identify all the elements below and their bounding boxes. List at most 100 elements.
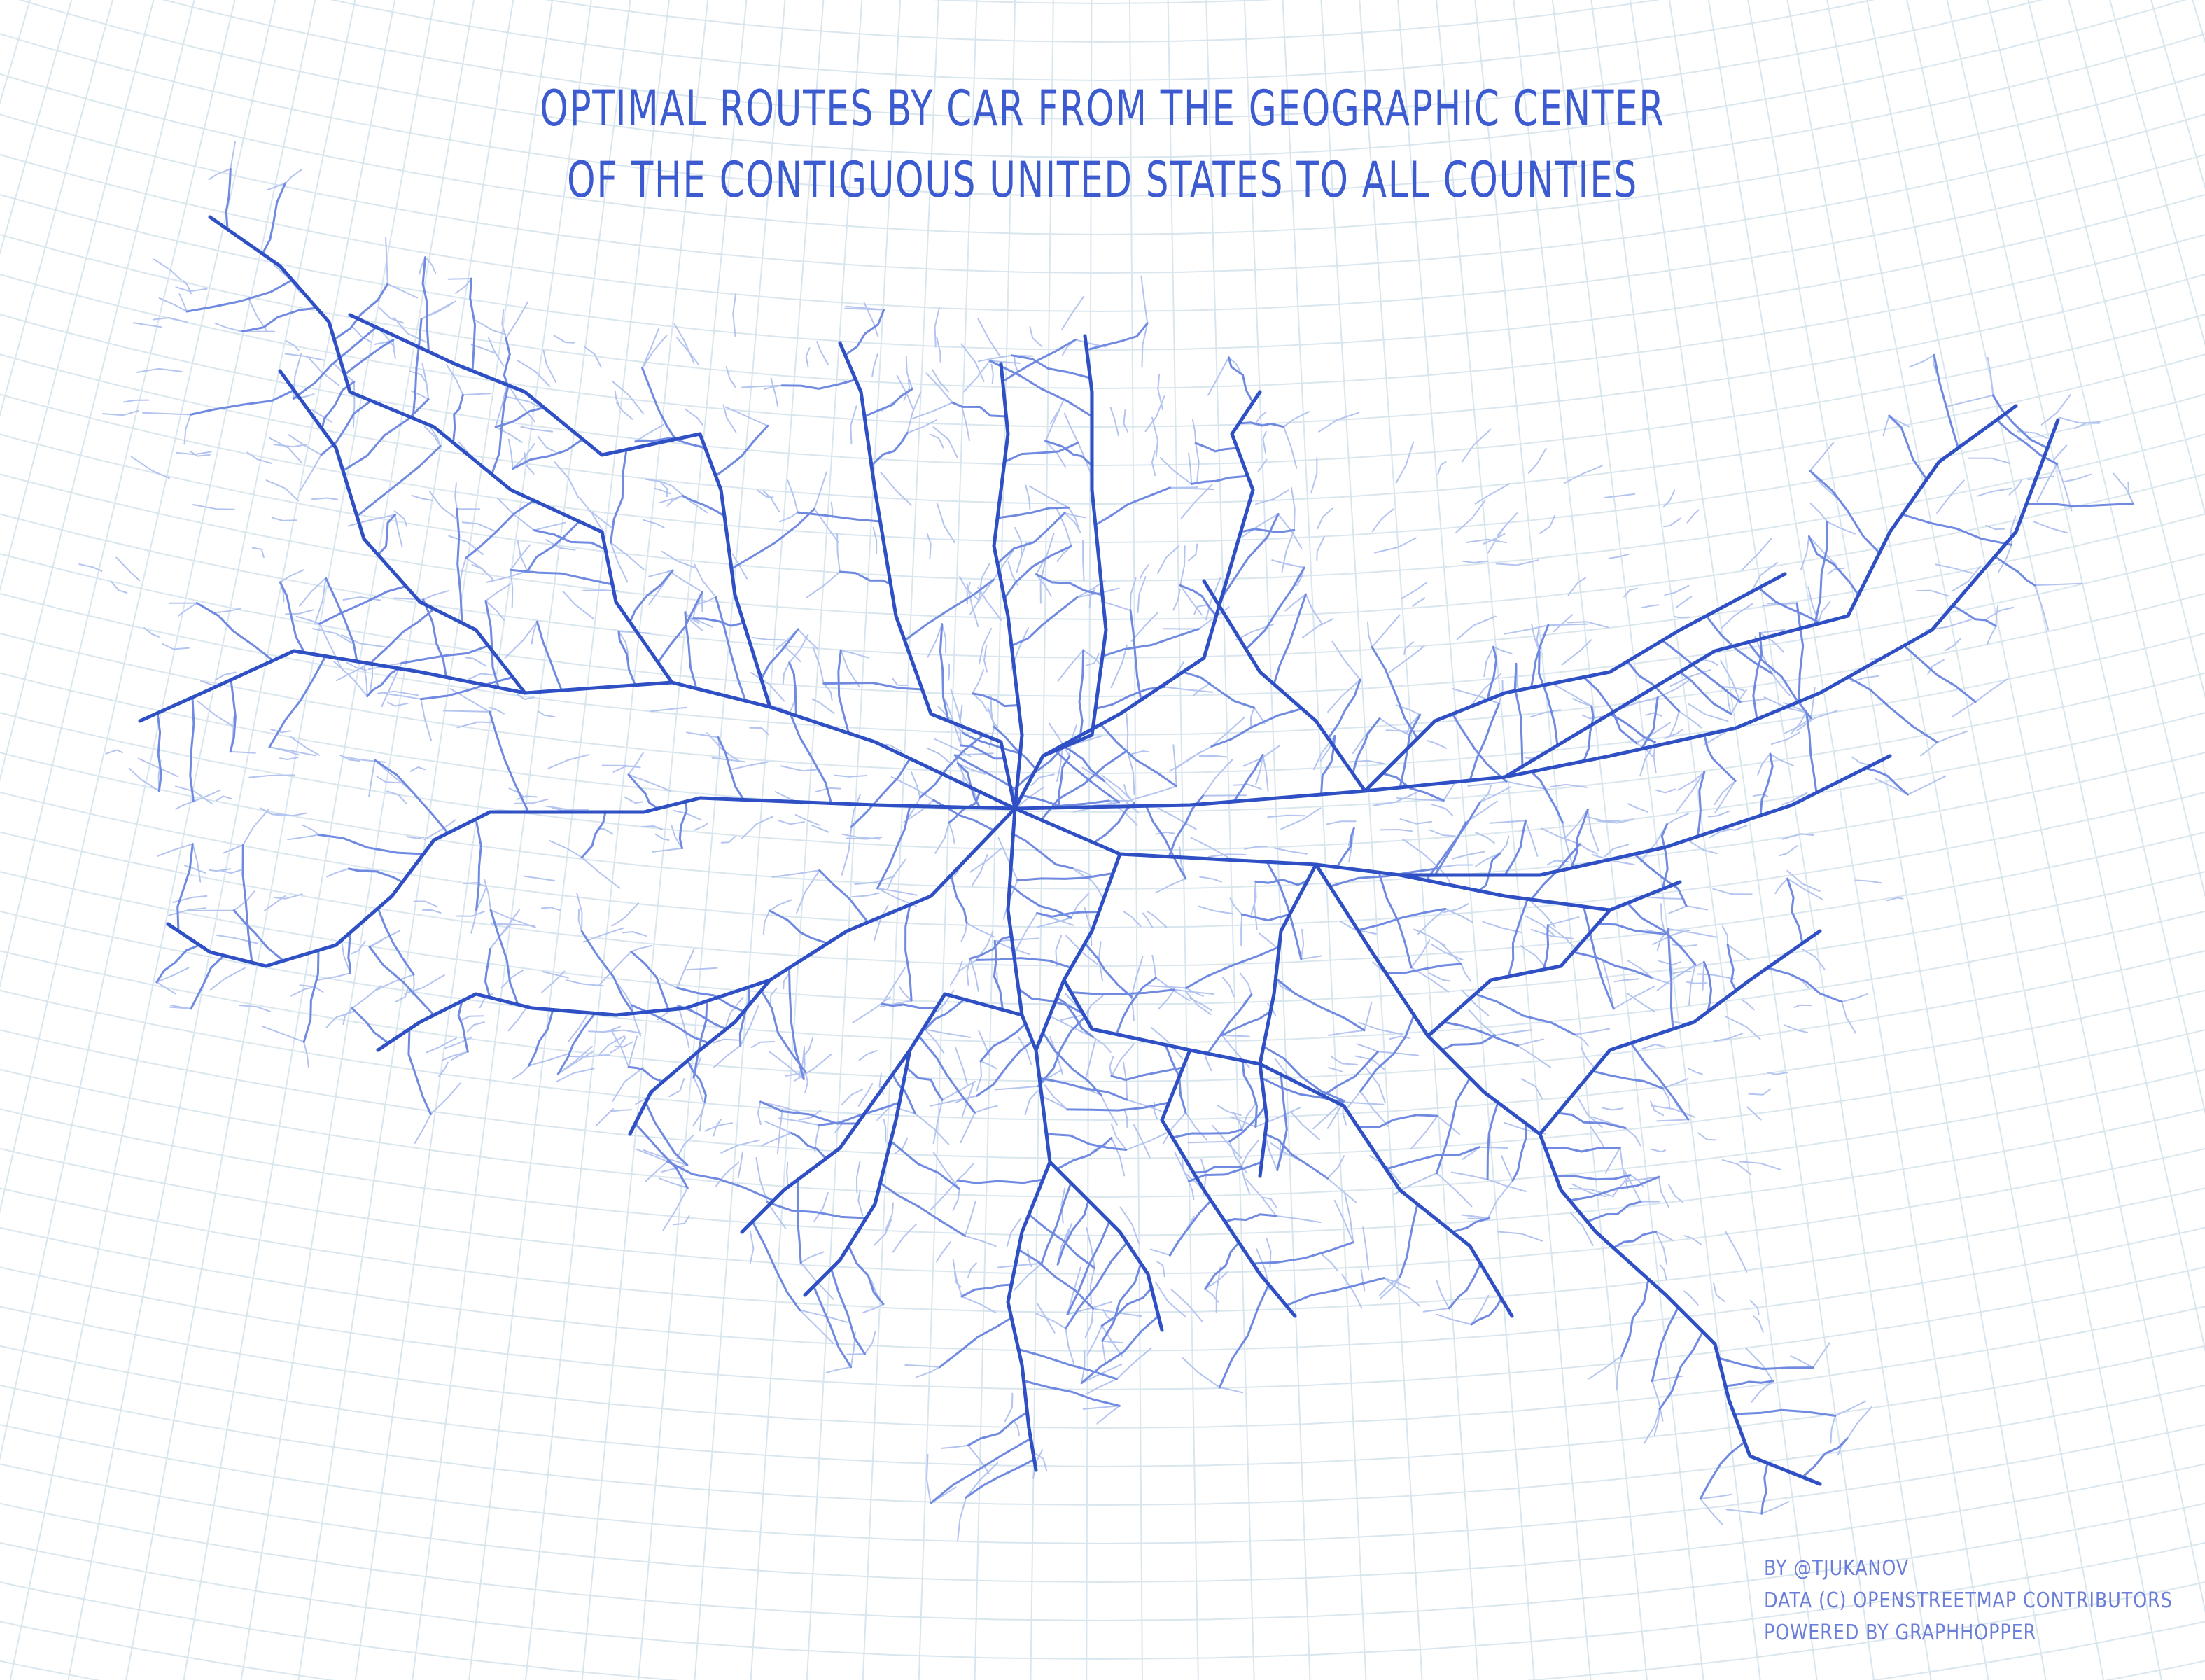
- route-branch: [1544, 1146, 1621, 1153]
- route-twig: [1291, 486, 1296, 531]
- route-twig: [1359, 1090, 1390, 1127]
- route-twig: [800, 1261, 834, 1300]
- route-branch: [1786, 877, 1804, 944]
- route-branch: [1023, 1380, 1121, 1407]
- route-twig: [1752, 793, 1769, 798]
- route-twig: [798, 1046, 805, 1077]
- route-branch: [1486, 1101, 1499, 1181]
- route-branch: [676, 986, 745, 1013]
- route-twig: [1318, 412, 1360, 433]
- route-twig: [1410, 1115, 1438, 1149]
- route-twig: [1479, 785, 1492, 803]
- route-twig: [969, 958, 979, 992]
- route-branch: [610, 449, 628, 544]
- route-branch: [510, 568, 614, 586]
- route-twig: [1182, 1357, 1221, 1388]
- route-twig: [471, 564, 486, 573]
- route-twig: [1326, 820, 1357, 825]
- route-branch: [960, 1283, 1013, 1298]
- route-twig: [1180, 584, 1203, 616]
- route-twig: [1163, 686, 1214, 693]
- route-twig: [957, 1163, 974, 1182]
- route-twig: [1527, 447, 1547, 474]
- route-twig: [699, 1101, 706, 1132]
- route-trunk: [628, 806, 1017, 1136]
- route-twig: [1520, 1078, 1544, 1100]
- route-twig: [1180, 545, 1186, 587]
- route-twig: [1049, 1036, 1063, 1075]
- route-branch: [905, 1066, 944, 1101]
- route-twig: [756, 489, 774, 498]
- route-twig: [385, 237, 388, 285]
- route-twig: [265, 479, 300, 502]
- route-twig: [1111, 1137, 1126, 1177]
- graticule-line: [0, 1068, 2205, 1198]
- route-branch: [1100, 723, 1178, 788]
- route-twig: [1195, 442, 1200, 482]
- route-branch: [681, 494, 726, 517]
- graticule-line: [0, 1266, 2205, 1391]
- route-twig: [1348, 827, 1355, 862]
- route-twig: [1060, 295, 1085, 331]
- route-branch: [1530, 624, 1550, 689]
- route-twig: [1908, 354, 1935, 368]
- route-twig: [1663, 517, 1681, 528]
- route-twig: [1404, 641, 1414, 655]
- route-twig: [686, 732, 719, 738]
- route-twig: [694, 564, 717, 598]
- route-twig: [462, 393, 492, 396]
- route-branch: [1760, 1462, 1769, 1515]
- route-twig: [671, 825, 683, 849]
- route-twig: [1702, 961, 1705, 990]
- route-twig: [1520, 945, 1546, 968]
- route-twig: [764, 1121, 792, 1134]
- route-twig: [1326, 1177, 1357, 1204]
- route-twig: [778, 512, 799, 523]
- route-twig: [500, 969, 524, 988]
- route-twig: [1854, 879, 1882, 884]
- route-twig: [2113, 472, 2134, 505]
- route-twig: [1456, 615, 1497, 640]
- route-twig: [782, 662, 790, 685]
- route-twig: [1650, 1105, 1696, 1118]
- route-branch: [939, 623, 950, 722]
- route-twig: [1580, 1046, 1595, 1069]
- route-twig: [825, 1366, 852, 1373]
- route-twig: [475, 319, 507, 335]
- route-twig: [1530, 928, 1574, 939]
- route-branch: [1322, 1050, 1380, 1097]
- route-twig: [1385, 729, 1424, 732]
- route-branch: [627, 1065, 664, 1083]
- route-twig: [926, 747, 953, 766]
- graticule-line: [2150, 0, 2205, 190]
- graticule-line: [0, 1424, 2205, 1545]
- route-branch: [368, 945, 435, 1016]
- route-twig: [694, 596, 717, 606]
- route-twig: [892, 678, 908, 686]
- graticule-line: [1668, 0, 1932, 1680]
- route-twig: [813, 1192, 829, 1222]
- route-twig: [584, 346, 602, 368]
- route-twig: [766, 1201, 787, 1229]
- route-branch: [1012, 832, 1074, 869]
- route-twig: [961, 1296, 997, 1313]
- route-twig: [581, 856, 621, 889]
- route-twig: [1364, 1002, 1373, 1031]
- route-twig: [214, 671, 237, 681]
- route-twig: [1354, 1055, 1386, 1071]
- route-branch: [456, 507, 463, 624]
- route-branch: [536, 620, 563, 692]
- route-branch: [629, 569, 674, 624]
- route-twig: [1875, 778, 1909, 796]
- route-branch: [1093, 802, 1135, 844]
- route-twig: [1086, 1324, 1103, 1356]
- route-twig: [1650, 1100, 1665, 1116]
- route-branch: [848, 1245, 885, 1306]
- route-branch: [1357, 1114, 1439, 1128]
- route-twig: [1130, 956, 1144, 997]
- route-branch: [1586, 1200, 1642, 1223]
- route-twig: [1489, 820, 1527, 824]
- route-twig: [786, 1161, 789, 1185]
- route-branch: [1241, 1059, 1258, 1128]
- graticule-line: [2027, 0, 2205, 699]
